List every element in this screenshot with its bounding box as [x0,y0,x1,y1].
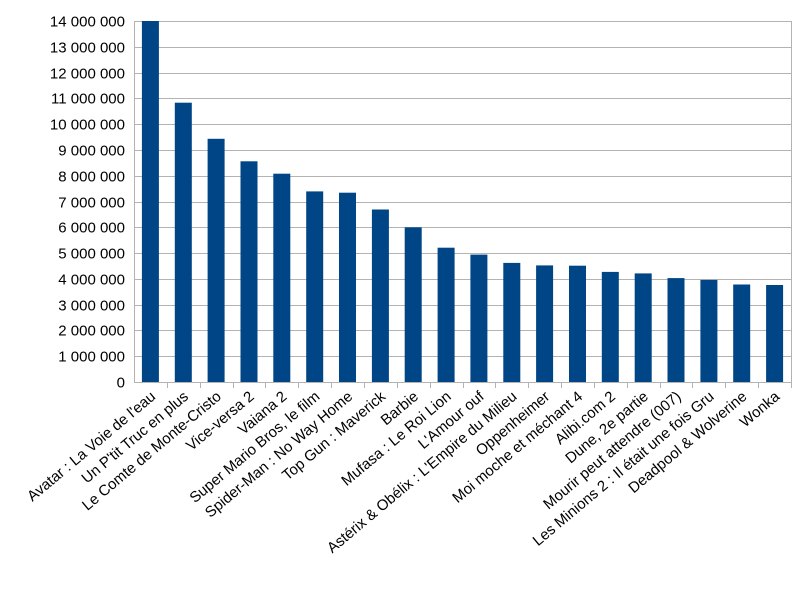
bar [339,192,356,382]
y-tick-label: 9 000 000 [58,143,125,160]
bar [601,271,619,382]
y-tick-labels: 0 1 000 000 2 000 000 3 000 000 4 000 000 5 0… [50,14,125,392]
bar [470,254,488,382]
bar [536,265,554,382]
y-tick-label: 7 000 000 [58,195,125,212]
bar [240,161,258,382]
y-tick-label: 5 000 000 [58,246,125,263]
bar [569,265,586,382]
y-tick-label: 11 000 000 [51,91,125,108]
axes [134,21,792,388]
y-tick-label: 12 000 000 [50,66,125,83]
y-tick-label: 10 000 000 [50,117,125,134]
bar [437,247,455,382]
bar [371,209,389,382]
y-tick-label: 1 000 000 [58,349,125,366]
y-tick-label: 6 000 000 [58,220,125,237]
bar [766,285,784,382]
y-tick-label: 3 000 000 [58,298,125,315]
bar [306,191,324,382]
bar [207,138,225,382]
y-tick-label: 13 000 000 [50,40,125,57]
y-tick-label: 2 000 000 [58,323,125,340]
bar [141,21,159,382]
bar [733,284,751,382]
bar [273,173,291,382]
x-tick-label: Avatar : La Voie de l'eau [24,388,159,505]
bars [141,21,784,382]
gridlines [134,21,791,383]
bar [174,102,192,382]
y-tick-label: 14 000 000 [50,14,125,31]
y-tick-label: 0 [117,375,125,392]
bar [634,273,652,382]
bar [503,262,521,382]
y-tick-label: 4 000 000 [58,272,125,289]
bar [404,227,422,382]
bar [667,278,685,382]
y-tick-label: 8 000 000 [58,169,125,186]
bar [700,279,718,382]
